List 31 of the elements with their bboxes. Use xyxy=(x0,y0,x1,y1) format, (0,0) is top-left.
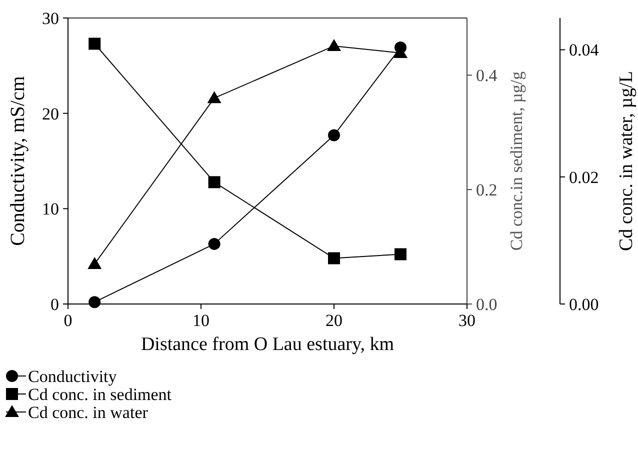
x-tick-label: 30 xyxy=(458,311,476,330)
x-tick-label: 10 xyxy=(192,311,210,330)
y3-axis-title: Cd conc. in water, µg/L xyxy=(616,70,637,252)
point xyxy=(328,129,340,142)
x-tick-label: 0 xyxy=(64,311,72,330)
legend-label: Cd conc. in sediment xyxy=(28,384,172,404)
x-axis-title: Distance from O Lau estuary, km xyxy=(140,334,394,355)
point xyxy=(394,248,406,260)
point xyxy=(327,38,341,51)
y3-tick-label: 0.02 xyxy=(569,168,599,187)
y-tick-label: 10 xyxy=(42,200,59,219)
point xyxy=(328,252,340,264)
y3-tick-label: 0.04 xyxy=(569,40,600,60)
y-tick-label: 0 xyxy=(50,294,59,314)
legend-label: Cd conc. in water xyxy=(28,402,148,422)
y-axis-title: Conductivity, mS/cm xyxy=(7,76,29,246)
y2-axis-title: Cd conc.in sediment, µg/g xyxy=(507,70,526,251)
y3-tick-label: 0.00 xyxy=(569,294,599,314)
y2-tick-label: 0.0 xyxy=(476,294,498,314)
y-tick-label: 30 xyxy=(42,8,59,28)
point xyxy=(88,296,101,308)
y-tick-label: 20 xyxy=(42,104,59,124)
legend-label: Conductivity xyxy=(28,366,118,386)
y2-tick-label: 0.2 xyxy=(476,180,498,200)
y2-tick-label: 0.4 xyxy=(476,66,498,86)
point xyxy=(88,38,101,50)
point xyxy=(208,176,220,188)
point xyxy=(88,256,102,269)
x-tick-label: 20 xyxy=(326,311,342,330)
point xyxy=(207,91,222,104)
point xyxy=(208,238,220,250)
